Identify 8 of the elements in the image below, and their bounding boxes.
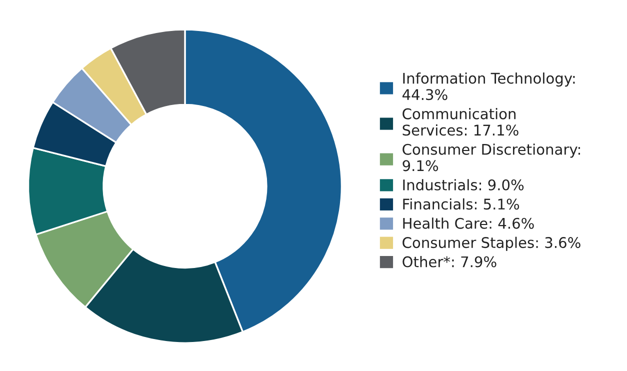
legend-label: Financials: 5.1% — [403, 198, 520, 210]
legend-label: Other*: 7.9% — [402, 256, 496, 268]
legend-label: Consumer Discretionary: 9.1% — [402, 144, 580, 172]
legend-label: Information Technology: 44.3% — [402, 72, 575, 100]
legend-label: Communication Services: 17.1% — [402, 108, 518, 136]
legend-label: Health Care: 4.6% — [403, 218, 534, 229]
legend-label: Industrials: 9.0% — [403, 179, 524, 190]
legend-label: Consumer Staples: 3.6% — [402, 236, 580, 251]
